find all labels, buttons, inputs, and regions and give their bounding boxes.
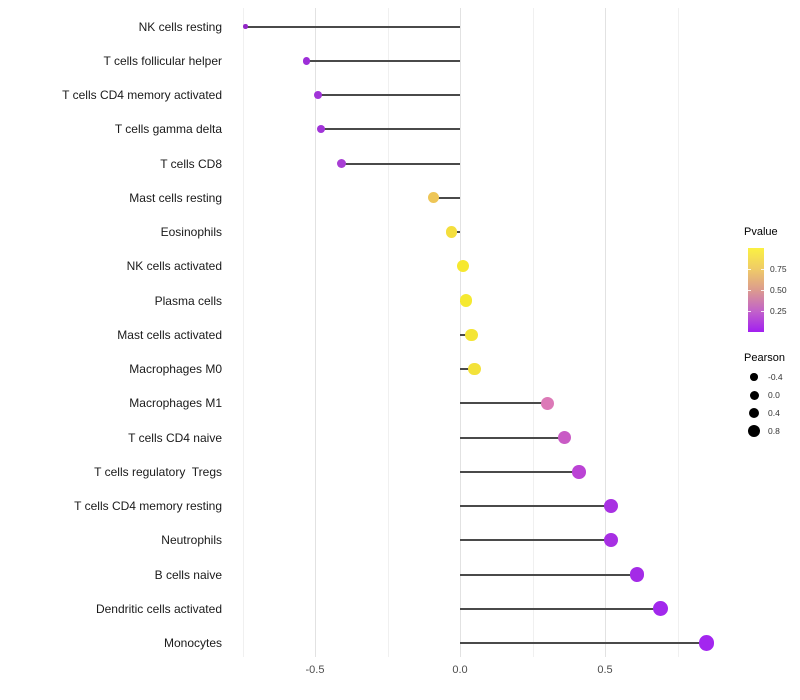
category-label: NK cells activated [126,259,222,274]
lollipop-stem [245,25,460,28]
lollipop-stem [460,470,579,473]
lollipop-dot [302,56,311,65]
lollipop-dot [557,430,572,445]
pearson-item-label: 0.8 [768,426,780,436]
pvalue-tick-label: 0.50 [770,285,787,295]
lollipop-stem [460,642,707,644]
pvalue-tick-mark [748,311,751,312]
lollipop-dot [316,125,325,134]
category-label: T cells regulatory Tregs [94,464,222,479]
category-label: Macrophages M1 [129,396,222,411]
lollipop-dot [465,328,478,341]
lollipop-dot [652,601,668,617]
lollipop-stem [341,162,460,165]
pearson-item-dot [748,425,760,437]
pearson-item-dot [748,407,760,419]
category-label: Macrophages M0 [129,362,222,376]
lollipop-stem [320,128,460,131]
pvalue-tick-mark [761,290,764,291]
pearson-item-label: -0.4 [768,372,783,382]
pearson-item-label: 0.4 [768,408,780,418]
pvalue-legend: Pvalue 0.75 0.50 0.25 [744,226,787,332]
x-tick-label: -0.5 [305,664,325,676]
lollipop-stem [433,196,460,199]
category-label: Plasma cells [154,293,222,308]
lollipop-stem [460,402,547,405]
minor-gridline [242,8,244,657]
lollipop-dot [243,24,248,29]
lollipop-dot [540,396,554,410]
category-label: Monocytes [163,636,222,650]
minor-gridline [677,8,679,657]
lollipop-dot [603,533,618,548]
lollipop-stem [460,573,637,576]
category-label: B cells naive [154,567,222,582]
category-label: Dendritic cells activated [95,601,222,616]
lollipop-stem [460,607,661,610]
pvalue-tick-mark [748,269,751,270]
pvalue-tick-label: 0.25 [770,306,787,316]
pearson-item-label: 0.0 [768,390,780,400]
pearson-legend-title: Pearson [744,352,785,364]
lollipop-stem [317,94,460,96]
category-label: T cells CD4 memory activated [62,88,222,102]
pvalue-tick-mark [748,290,751,291]
lollipop-dot [572,464,586,479]
pvalue-tick-mark [761,311,764,312]
category-label: T cells follicular helper [103,53,223,68]
lollipop-dot [336,159,346,168]
category-label: T cells CD4 naive [128,430,222,445]
major-gridline [315,8,316,657]
lollipop-dot [629,567,644,582]
lollipop-dot [459,294,472,307]
lollipop-stem [460,436,565,439]
major-gridline [460,8,461,657]
lollipop-dot [698,635,715,651]
minor-gridline [532,8,534,657]
lollipop-stem [460,539,611,542]
lollipop-dot [313,90,322,100]
lollipop-dot [603,499,618,513]
lollipop-stem [460,368,475,370]
lollipop-stem [306,59,460,62]
category-label: T cells gamma delta [114,122,222,137]
x-tick-label: 0.0 [452,664,468,676]
pearson-item-dot [750,373,758,381]
x-tick-label: 0.5 [597,664,613,676]
minor-gridline [387,8,389,657]
pearson-legend: Pearson -0.4 0.0 0.4 0.8 [744,352,785,437]
pvalue-gradient-bar [748,248,764,332]
category-label: Neutrophils [161,533,222,548]
category-label: NK cells resting [138,19,222,34]
lollipop-dot [456,260,469,273]
category-label: T cells CD4 memory resting [74,499,222,513]
pvalue-tick-mark [761,269,764,270]
category-label: Eosinophils [160,225,222,239]
category-label: T cells CD8 [160,156,222,171]
major-gridline [605,8,606,657]
lollipop-stem [460,505,611,507]
lollipop-dot [468,362,481,376]
pvalue-legend-title: Pvalue [744,226,778,238]
category-label: Mast cells activated [117,327,222,342]
category-label: Mast cells resting [129,190,222,205]
pvalue-tick-label: 0.75 [770,264,787,274]
lollipop-dot [428,192,440,204]
pearson-item-dot [749,390,759,400]
lollipop-dot [445,226,458,238]
